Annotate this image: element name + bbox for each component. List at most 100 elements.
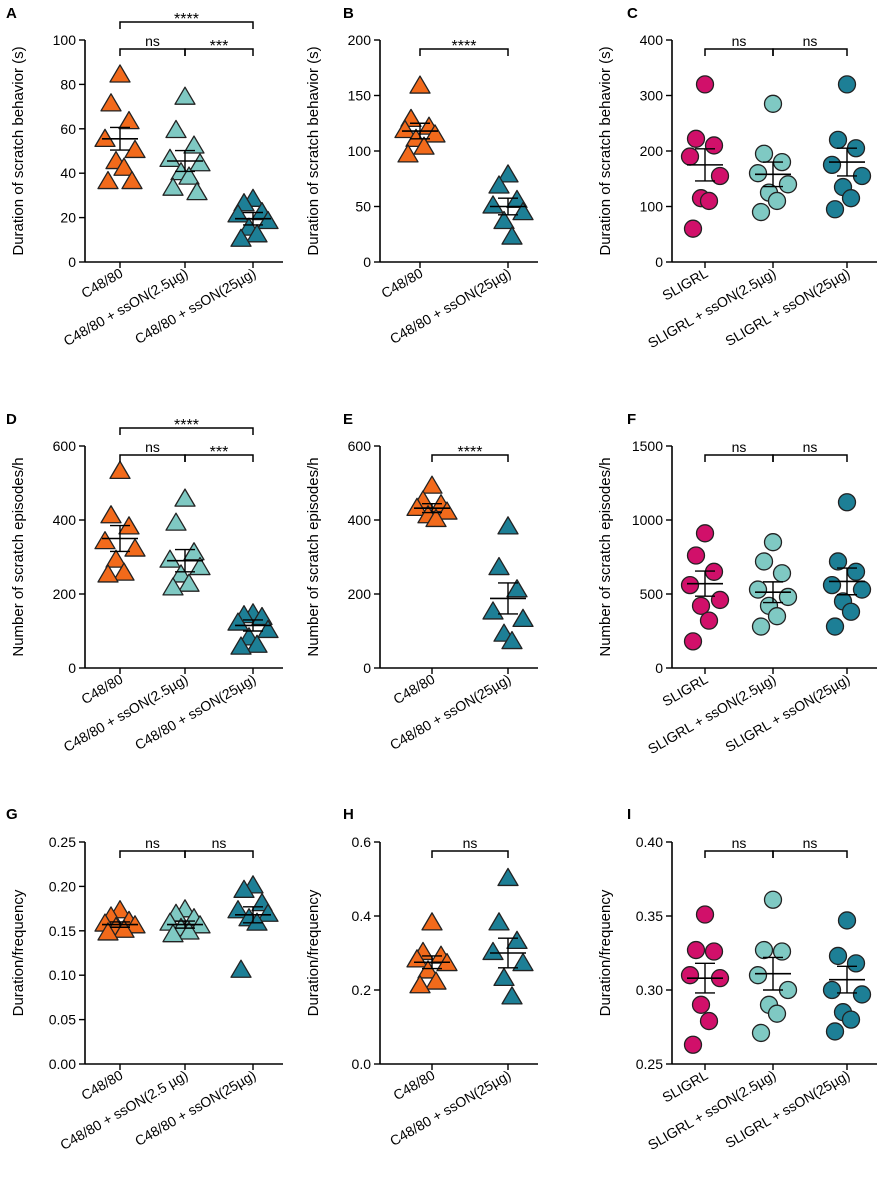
data-point — [246, 634, 268, 653]
data-point — [852, 580, 872, 599]
significance-label: ns — [803, 33, 818, 49]
data-point — [846, 562, 866, 581]
bracket-line — [772, 454, 848, 462]
data-point — [506, 579, 528, 598]
data-point — [751, 617, 771, 636]
data-point — [767, 1004, 787, 1023]
data-point — [493, 210, 515, 230]
data-point — [683, 632, 703, 651]
data-point — [257, 903, 279, 922]
x-tick-label: SLIGRL + ssON(25µg) — [722, 671, 852, 755]
data-point — [227, 900, 249, 919]
y-tick-label: 50 — [355, 199, 371, 215]
data-point — [246, 224, 268, 243]
data-point — [754, 940, 774, 960]
series-2 — [159, 488, 211, 596]
data-point — [178, 921, 200, 940]
data-point — [837, 911, 857, 930]
panel-d: D 0 200 400 600 Number of scratch episodes/h C… — [6, 411, 283, 755]
y-tick-label: 0.20 — [49, 878, 76, 894]
significance-bracket: ns — [772, 439, 848, 462]
x-tick-label: C48/80 — [390, 1067, 437, 1104]
data-point — [425, 971, 447, 990]
y-tick-label: 600 — [348, 438, 372, 454]
panel-label: A — [6, 5, 17, 22]
data-point — [409, 75, 431, 94]
data-point — [105, 549, 127, 568]
y-tick-label: 200 — [348, 32, 372, 48]
y-tick-label: 200 — [348, 586, 372, 602]
y-tick-label: 80 — [60, 76, 76, 92]
data-point — [751, 1023, 771, 1043]
significance-label: ns — [732, 33, 747, 49]
data-point — [680, 575, 700, 595]
series-1 — [680, 75, 730, 238]
y-axis-label: Number of scratch episodes/h — [597, 457, 614, 656]
y-tick-label: 0 — [363, 254, 371, 270]
data-point — [497, 867, 519, 887]
y-tick-label: 0.35 — [636, 908, 663, 924]
significance-bracket: ns — [772, 835, 848, 858]
data-point — [100, 93, 122, 112]
bracket-line — [119, 427, 254, 435]
x-tick-label: SLIGRL + ssON(25µg) — [722, 265, 852, 349]
data-point — [772, 942, 792, 961]
data-point — [699, 611, 719, 630]
data-point — [837, 493, 857, 512]
data-point — [512, 952, 534, 972]
panel-g: G 0.00 0.05 0.10 0.15 0.20 0.25 Duration/freque… — [6, 806, 283, 1153]
data-point — [680, 966, 700, 985]
series-3 — [822, 75, 872, 219]
series-3 — [227, 875, 279, 978]
data-point — [691, 596, 711, 615]
data-point — [488, 556, 510, 576]
panel-label: I — [627, 806, 631, 823]
data-point — [846, 954, 866, 973]
data-point — [257, 619, 279, 639]
significance-label: ns — [803, 439, 818, 455]
data-point — [686, 129, 706, 148]
bracket-line — [772, 850, 848, 858]
data-point — [763, 94, 783, 113]
y-tick-label: 400 — [348, 512, 372, 528]
bracket-line — [119, 850, 186, 858]
y-tick-label: 0.25 — [636, 1056, 663, 1072]
data-point — [124, 538, 146, 557]
series-2 — [748, 890, 798, 1043]
data-point — [246, 912, 268, 931]
data-point — [174, 86, 196, 105]
y-tick-label: 0 — [363, 660, 371, 676]
y-tick-label: 1000 — [632, 512, 663, 528]
data-point — [748, 164, 768, 183]
data-point — [695, 75, 715, 94]
y-tick-label: 400 — [53, 512, 77, 528]
y-tick-label: 100 — [348, 143, 372, 159]
x-tick-label: SLIGRL + ssON(2.5µg) — [645, 265, 778, 351]
series-2 — [748, 533, 798, 636]
data-point — [162, 577, 184, 596]
data-point — [97, 922, 119, 941]
series-3 — [822, 911, 872, 1041]
series-1 — [94, 900, 146, 941]
data-point — [118, 110, 140, 130]
bracket-line — [184, 850, 254, 858]
significance-label: ns — [145, 33, 160, 49]
series-2 — [748, 94, 798, 222]
y-tick-label: 400 — [640, 32, 664, 48]
data-point — [482, 601, 504, 620]
significance-bracket: *** — [184, 38, 254, 56]
data-point — [230, 636, 252, 655]
data-point — [424, 124, 446, 143]
data-point — [230, 228, 252, 247]
y-tick-label: 0.25 — [49, 834, 76, 850]
data-point — [822, 575, 842, 595]
data-point — [828, 946, 848, 966]
panel-label: C — [627, 5, 638, 22]
y-tick-label: 0.30 — [636, 982, 663, 998]
data-point — [501, 630, 523, 650]
significance-bracket: ns — [119, 33, 186, 56]
y-tick-label: 0 — [68, 254, 76, 270]
data-point — [159, 148, 181, 167]
y-axis-label: Duration of scratch behavior (s) — [305, 46, 322, 255]
data-point — [822, 980, 842, 1000]
